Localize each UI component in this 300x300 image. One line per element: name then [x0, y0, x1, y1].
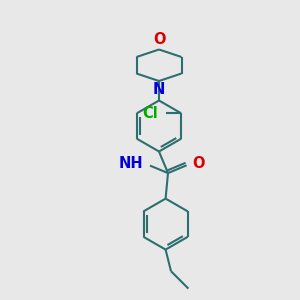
Text: O: O — [153, 32, 165, 47]
Text: NH: NH — [118, 156, 143, 171]
Text: N: N — [153, 82, 165, 97]
Text: Cl: Cl — [142, 106, 158, 121]
Text: O: O — [192, 156, 205, 171]
